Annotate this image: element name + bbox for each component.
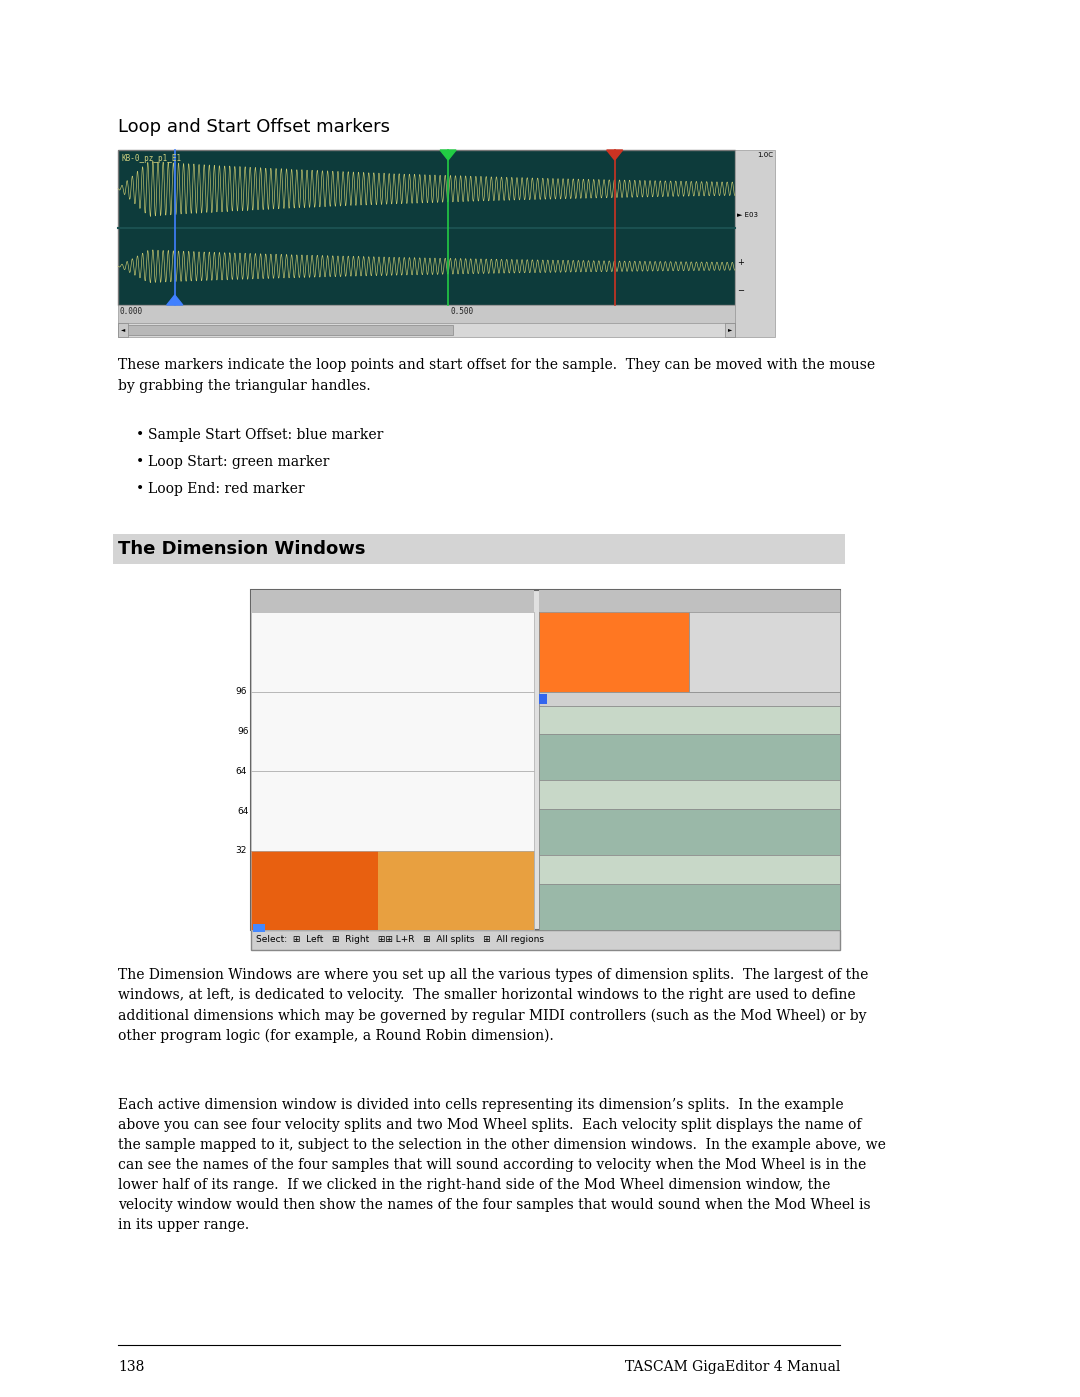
Bar (118, 323, 735, 337)
Bar (251, 590, 840, 930)
Text: +: + (737, 257, 744, 267)
Text: Snare Right v1-p *: Snare Right v1-p * (268, 855, 351, 863)
Bar (539, 590, 840, 612)
Bar (539, 590, 840, 930)
Text: The Dimension Windows: The Dimension Windows (118, 541, 365, 557)
Text: TASCAM GigaEditor 4 Manual: TASCAM GigaEditor 4 Manual (624, 1361, 840, 1375)
Text: 0.00: 0.00 (268, 886, 288, 895)
Text: ► E03: ► E03 (737, 212, 758, 218)
Text: ▽  Velocity: [1 of 4]: ▽ Velocity: [1 of 4] (256, 597, 356, 606)
Polygon shape (440, 149, 456, 161)
Bar (251, 590, 534, 930)
Text: 138: 138 (118, 1361, 145, 1375)
Text: 64: 64 (684, 694, 696, 703)
Bar (251, 612, 534, 692)
Text: 1.0C: 1.0C (757, 152, 773, 158)
Text: ▽  Click to assign: ▽ Click to assign (543, 865, 621, 875)
Text: Loop Start: green marker: Loop Start: green marker (148, 455, 329, 469)
Bar (251, 851, 534, 930)
Polygon shape (166, 295, 183, 305)
Bar (251, 930, 840, 950)
Text: −: − (737, 286, 744, 295)
Bar (253, 923, 265, 932)
Text: ►: ► (728, 327, 732, 332)
Bar (735, 149, 775, 337)
Text: ▽  Mod: Snare Switch: Snares ...: ▽ Mod: Snare Switch: Snares ... (543, 597, 687, 605)
Text: •: • (136, 482, 145, 496)
Text: Each active dimension window is divided into cells representing its dimension’s : Each active dimension window is divided … (118, 1098, 886, 1232)
Text: Snare Right v1-mf *: Snare Right v1-mf * (268, 775, 357, 784)
Bar (251, 851, 378, 930)
Text: Snare Right v1-ff *: Snare Right v1-ff * (268, 616, 352, 624)
Text: Snare Right v1-p *: Snare Right v1-p * (268, 855, 351, 863)
Bar (539, 693, 546, 704)
Bar (725, 323, 735, 337)
Text: ◄: ◄ (121, 327, 125, 332)
Text: 0.00: 0.00 (268, 728, 288, 736)
Bar (539, 781, 840, 809)
Bar (539, 612, 689, 692)
Text: •: • (136, 455, 145, 469)
Text: ▽  Click to assign: ▽ Click to assign (543, 715, 621, 724)
Bar (539, 884, 840, 930)
Text: 0.00: 0.00 (268, 886, 288, 895)
Text: Snares On: Snares On (575, 647, 621, 657)
Text: 96: 96 (235, 687, 247, 696)
Text: 0.00: 0.00 (255, 919, 275, 928)
Text: 64: 64 (235, 767, 247, 775)
Bar (539, 855, 840, 884)
Text: Select:  ⊞  Left   ⊞  Right   ⊞⊞ L+R   ⊞  All splits   ⊞  All regions: Select: ⊞ Left ⊞ Right ⊞⊞ L+R ⊞ All spli… (256, 936, 544, 944)
Bar (689, 612, 840, 692)
Text: Loop and Start Offset markers: Loop and Start Offset markers (118, 117, 390, 136)
Text: 96: 96 (768, 694, 780, 703)
Text: •: • (136, 427, 145, 441)
Bar (251, 692, 534, 771)
Bar (113, 534, 845, 564)
Bar (118, 323, 129, 337)
Text: Snares Off: Snares Off (726, 647, 772, 657)
Text: Snare Right v1-f *: Snare Right v1-f * (268, 696, 349, 704)
Bar (118, 305, 735, 323)
Text: 96: 96 (238, 728, 249, 736)
Bar (251, 590, 534, 612)
Bar (539, 809, 840, 855)
Text: These markers indicate the loop points and start offset for the sample.  They ca: These markers indicate the loop points a… (118, 358, 875, 393)
Bar (118, 149, 735, 305)
Text: The Dimension Windows are where you set up all the various types of dimension sp: The Dimension Windows are where you set … (118, 968, 868, 1044)
Text: 0.00: 0.00 (268, 648, 288, 657)
Bar (251, 851, 534, 930)
Text: 0.00: 0.00 (268, 807, 288, 816)
Bar (251, 771, 534, 851)
Text: ▽  Click to assign: ▽ Click to assign (543, 791, 621, 799)
Text: Sample Start Offset: blue marker: Sample Start Offset: blue marker (148, 427, 383, 441)
Bar (539, 705, 840, 733)
Text: 32: 32 (235, 847, 247, 855)
Text: KB-0_pz_p1_E1: KB-0_pz_p1_E1 (122, 154, 183, 163)
Bar (126, 326, 453, 335)
Bar (539, 733, 840, 781)
Text: 0.500: 0.500 (450, 307, 473, 316)
Text: 64: 64 (238, 807, 249, 816)
Text: 32: 32 (599, 694, 610, 703)
Polygon shape (607, 149, 623, 161)
Bar (539, 692, 840, 705)
Bar (378, 851, 534, 930)
Text: 0.000: 0.000 (120, 307, 144, 316)
Text: Loop End: red marker: Loop End: red marker (148, 482, 305, 496)
